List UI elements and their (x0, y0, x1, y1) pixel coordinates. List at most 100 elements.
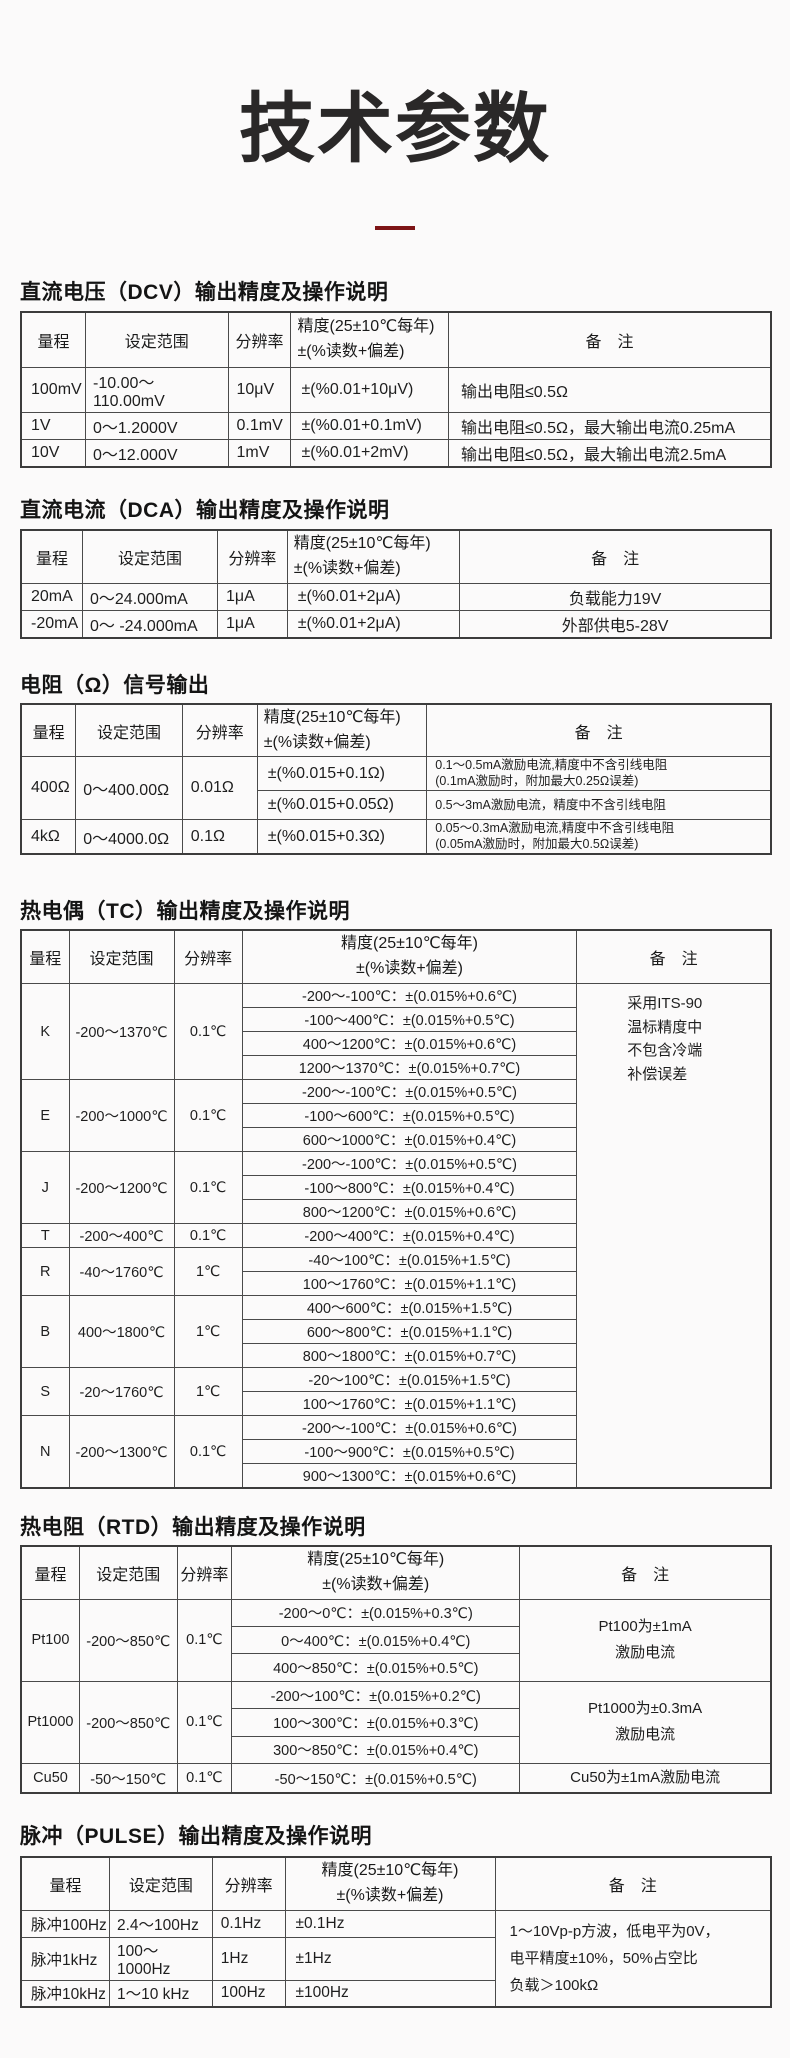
table-header-row: 量程 设定范围 分辨率 精度(25±10℃每年) ±(%读数+偏差) 备 注 (20, 1856, 772, 1911)
col-header-resolution: 分辨率 (176, 1545, 233, 1600)
col-header-remark: 备 注 (426, 703, 772, 758)
table-body: 脉冲100Hz 2.4～100Hz 0.1Hz ±0.1Hz 1～10Vp-p方波，低电… (20, 1909, 772, 2008)
cell-remark: 输出电阻≤0.5Ω，最大输出电流2.5mA (447, 439, 772, 468)
cell-accuracy: ±(%0.01+2μA) (286, 609, 461, 639)
cell-resolution: 0.1℃ (173, 983, 243, 1081)
cell-resolution: 1μA (217, 582, 288, 611)
table-row: 脉冲100Hz 2.4～100Hz 0.1Hz ±0.1Hz 1～10Vp-p方波，低电… (20, 1909, 772, 2008)
cell-range: 400Ω (20, 756, 77, 821)
table-row: E -200～1000℃ 0.1℃ -200～-100℃：±(0.015%+0.5℃) (20, 1079, 771, 1153)
accuracy-header-line2: ±(%读数+偏差) (297, 343, 405, 361)
spec-table-pulse: 量程 设定范围 分辨率 精度(25±10℃每年) ±(%读数+偏差) 备 注脉冲100Hz… (20, 1856, 772, 2009)
cell-range: 脉冲10kHz (20, 1979, 110, 2008)
cell-resolution: 0.1℃ (173, 1079, 243, 1153)
spec-table-dcv: 量程 设定范围 分辨率 精度(25±10℃每年) ±(%读数+偏差) 备 注 100mV -1… (20, 310, 772, 469)
cell-accuracy: ±(%0.01+2mV) (290, 439, 449, 468)
cell-accuracy: 800～1200℃：±(0.015%+0.6℃) (241, 1199, 578, 1225)
cell-accuracy: -200～0℃：±(0.015%+0.3℃) (231, 1598, 521, 1628)
cell-accuracy: -100～400℃：±(0.015%+0.5℃) (241, 1007, 578, 1033)
cell-remark: 外部供电5-28V (459, 609, 772, 639)
table-head: 量程 设定范围 分辨率 精度(25±10℃每年) ±(%读数+偏差) 备 注 (20, 929, 772, 985)
table-header-row: 量程 设定范围 分辨率 精度(25±10℃每年) ±(%读数+偏差) 备 注 (20, 1545, 772, 1600)
col-header-range: 量程 (20, 703, 77, 758)
cell-resolution: 0.1℃ (173, 1415, 243, 1489)
table-row: 100～300℃：±(0.015%+0.3℃) (21, 1708, 771, 1737)
cell-remark: 0.05～0.3mA激励电流,精度中不含引线电阻 (0.05mA激励时，附加最大0… (426, 819, 772, 855)
cell-remark: 负载能力19V (459, 582, 772, 611)
section-heading-dcv: 直流电压（DCV）输出精度及操作说明 (20, 280, 389, 304)
table-head: 量程 设定范围 分辨率 精度(25±10℃每年) ±(%读数+偏差) 备 注 (20, 703, 772, 758)
spec-table-rtd: 量程 设定范围 分辨率 精度(25±10℃每年) ±(%读数+偏差) 备 注 Pt100 -2… (20, 1545, 772, 1795)
col-header-accuracy: 精度(25±10℃每年) ±(%读数+偏差) (231, 1545, 521, 1600)
section-heading-tc: 热电偶（TC）输出精度及操作说明 (20, 900, 350, 924)
accuracy-header-line1: 精度(25±10℃每年) (297, 318, 435, 336)
cell-resolution: 1μA (217, 609, 288, 639)
cell-accuracy: -100～600℃：±(0.015%+0.5℃) (241, 1103, 578, 1129)
accuracy-header-line2: ±(%读数+偏差) (355, 960, 463, 978)
cell-accuracy: -200～-100℃：±(0.015%+0.6℃) (241, 1415, 578, 1441)
cell-set-range: -20～1760℃ (68, 1367, 175, 1417)
cell-range: 20mA (20, 582, 83, 611)
accuracy-header-line1: 精度(25±10℃每年) (340, 935, 478, 953)
cell-accuracy: 400～1200℃：±(0.015%+0.6℃) (241, 1031, 578, 1057)
cell-accuracy: 400～600℃：±(0.015%+1.5℃) (241, 1295, 578, 1321)
cell-set-range: -10.00～110.00mV (85, 367, 229, 414)
table-row: 400Ω 0～400.00Ω 0.01Ω ±(%0.015+0.1Ω) 0.1～0.5m… (20, 756, 772, 821)
section-pulse: 脉冲（PULSE）输出精度及操作说明 量程 设定范围 分辨率 精度(25±10℃每年) ±… (20, 1820, 772, 2009)
table-row: S -20～1760℃ 1℃ -20～100℃：±(0.015%+1.5℃) (20, 1367, 771, 1417)
col-header-resolution: 分辨率 (181, 703, 258, 758)
table-header-row: 量程 设定范围 分辨率 精度(25±10℃每年) ±(%读数+偏差) 备 注 (20, 703, 772, 758)
section-tc: 热电偶（TC）输出精度及操作说明 量程 设定范围 分辨率 精度(25±10℃每年) ±(%… (20, 895, 772, 1490)
table-row: 0～400℃：±(0.015%+0.4℃) (21, 1626, 771, 1655)
cell-set-range: 0～12.000V (85, 439, 229, 468)
cell-set-range: 2.4～100Hz (109, 1909, 213, 1938)
table-row: 100～1760℃：±(0.015%+1.1℃) (21, 1271, 771, 1297)
col-header-remark: 备 注 (447, 311, 772, 369)
section-ohm: 电阻（Ω）信号输出 量程 设定范围 分辨率 精度(25±10℃每年) ±(%读数+偏差) 备… (20, 669, 772, 856)
cell-resolution: 0.1℃ (173, 1223, 243, 1249)
cell-range: 10V (20, 439, 86, 468)
cell-resolution: 0.1℃ (176, 1680, 233, 1765)
spec-table-tc: 量程 设定范围 分辨率 精度(25±10℃每年) ±(%读数+偏差) 备 注 K -200～1… (20, 929, 772, 1490)
cell-accuracy: ±(%0.015+0.1Ω) (256, 756, 428, 792)
accuracy-header-line1: 精度(25±10℃每年) (263, 708, 401, 726)
col-header-accuracy: 精度(25±10℃每年) ±(%读数+偏差) (241, 929, 578, 985)
cell-resolution: 1Hz (211, 1936, 286, 1981)
col-header-accuracy: 精度(25±10℃每年) ±(%读数+偏差) (256, 703, 428, 758)
cell-set-range: 1～10 kHz (109, 1979, 213, 2008)
accuracy-header-line2: ±(%读数+偏差) (336, 1886, 444, 1904)
cell-resolution: 0.1mV (227, 412, 292, 441)
col-header-remark: 备 注 (494, 1856, 772, 1911)
col-header-set-range: 设定范围 (75, 703, 183, 758)
cell-accuracy: ±(%0.015+0.3Ω) (256, 819, 428, 855)
cell-accuracy: -50～150℃：±(0.015%+0.5℃) (231, 1763, 521, 1794)
cell-range: 4kΩ (20, 819, 77, 855)
cell-range: 脉冲100Hz (20, 1909, 110, 1938)
cell-accuracy: 600～800℃：±(0.015%+1.1℃) (241, 1319, 578, 1345)
accuracy-header-line2: ±(%读数+偏差) (263, 733, 371, 751)
col-header-range: 量程 (20, 529, 83, 584)
table-body: K -200～1370℃ 0.1℃ -200～-100℃：±(0.015%+0.6℃)… (20, 983, 772, 1489)
table-row: 100～1760℃：±(0.015%+1.1℃) (21, 1391, 771, 1417)
spec-table-dca: 量程 设定范围 分辨率 精度(25±10℃每年) ±(%读数+偏差) 备 注 20mA 0～2… (20, 529, 772, 639)
cell-range: 100mV (20, 367, 86, 414)
cell-accuracy: ±1Hz (284, 1936, 496, 1981)
col-header-resolution: 分辨率 (227, 311, 292, 369)
accuracy-header-line1: 精度(25±10℃每年) (293, 535, 431, 553)
cell-remark: Pt100为±1mA 激励电流 (519, 1598, 772, 1682)
table-row: 400～1200℃：±(0.015%+0.6℃) (21, 1031, 771, 1057)
cell-set-range: -40～1760℃ (68, 1247, 175, 1297)
table-row: 300～850℃：±(0.015%+0.4℃) (21, 1735, 771, 1765)
cell-range: R (20, 1247, 70, 1297)
cell-set-range: -50～150℃ (79, 1763, 178, 1794)
section-rtd: 热电阻（RTD）输出精度及操作说明 量程 设定范围 分辨率 精度(25±10℃每年) ±(… (20, 1511, 772, 1795)
cell-accuracy: ±(%0.01+2μA) (286, 582, 461, 611)
col-header-remark: 备 注 (459, 529, 772, 584)
accuracy-header-line2: ±(%读数+偏差) (322, 1575, 430, 1593)
col-header-resolution: 分辨率 (173, 929, 243, 985)
table-row: 400～850℃：±(0.015%+0.5℃) (21, 1653, 771, 1682)
col-header-range: 量程 (20, 1856, 110, 1911)
cell-set-range: 0～24.000mA (82, 582, 218, 611)
cell-remark: 1～10Vp-p方波，低电平为0V， 电平精度±10%，50%占空比 负载＞100k… (494, 1909, 772, 2008)
cell-accuracy: 100～1760℃：±(0.015%+1.1℃) (241, 1271, 578, 1297)
